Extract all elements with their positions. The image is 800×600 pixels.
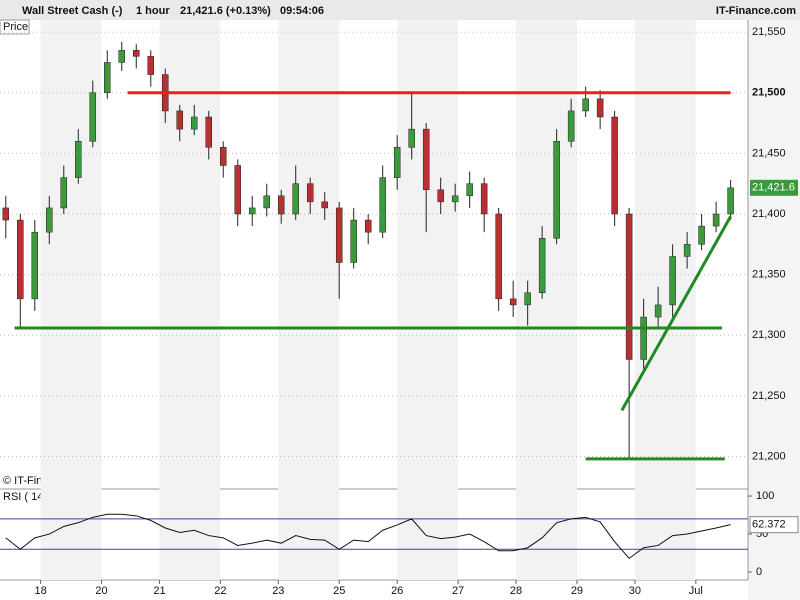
trend-line: [620, 215, 732, 412]
candle-body: [190, 116, 198, 130]
candle-body: [147, 56, 155, 75]
x-tick-label: Jul: [689, 585, 703, 597]
candle-body: [524, 292, 531, 306]
candle-body: [596, 98, 604, 118]
candle-body: [219, 147, 227, 166]
header-bar: [0, 0, 800, 20]
last-rsi-box: [749, 516, 799, 534]
y-tick-label: 21,300: [752, 329, 786, 341]
last-rsi: 62.372: [752, 519, 786, 531]
candle-body: [104, 62, 111, 93]
x-tick-label: 20: [95, 585, 107, 597]
candle-body: [46, 207, 53, 233]
candle-body: [17, 219, 24, 300]
price-label: Price: [3, 21, 28, 33]
day-band: [278, 20, 340, 580]
day-band: [397, 20, 459, 580]
quote: 21,421.6 (+0.13%): [180, 5, 271, 17]
candle-body: [393, 147, 401, 178]
candle-body: [451, 195, 459, 203]
symbol: Wall Street Cash (-): [22, 5, 123, 17]
candle-body: [567, 110, 575, 142]
candle-body: [176, 110, 184, 130]
y-tick-label: 100: [756, 490, 774, 502]
y-tick-label: 21,200: [752, 450, 786, 462]
candle-body: [654, 304, 662, 318]
candle-body: [509, 298, 517, 306]
candle-body: [712, 213, 720, 227]
candle-body: [306, 183, 314, 203]
candle-body: [350, 219, 357, 263]
candle-body: [364, 219, 372, 233]
price-tag: [0, 19, 30, 35]
candle-body: [669, 256, 676, 306]
candle-body: [683, 244, 691, 257]
x-tick-label: 22: [214, 585, 226, 597]
candle-body: [553, 140, 560, 239]
candle-body: [625, 213, 633, 360]
last-price-box: [750, 179, 798, 196]
candle-body: [698, 225, 705, 245]
timeframe: 1 hour: [136, 5, 170, 17]
candle-body: [495, 213, 502, 300]
day-band: [159, 20, 221, 580]
candle-body: [133, 50, 140, 57]
candle-body: [292, 183, 299, 215]
candle-body: [408, 128, 415, 148]
candle-body: [335, 207, 343, 263]
last-price: 21,421.6: [752, 182, 795, 194]
x-tick-label: 26: [391, 585, 403, 597]
brand: IT-Finance.com: [716, 5, 796, 17]
y-tick-label: 21,350: [752, 269, 786, 281]
x-tick-label: 23: [272, 585, 284, 597]
x-tick-label: 29: [571, 585, 583, 597]
candle-body: [118, 50, 126, 63]
candle-body: [437, 189, 444, 203]
x-tick-label: 21: [153, 585, 165, 597]
candle-body: [2, 207, 10, 221]
candle-body: [89, 92, 97, 142]
candle-body: [379, 177, 386, 233]
candle-body: [422, 128, 430, 190]
x-tick-label: 27: [452, 585, 464, 597]
candle-body: [480, 183, 488, 215]
candle-body: [538, 237, 546, 294]
y-tick-label: 21,250: [752, 390, 786, 402]
candle-body: [234, 165, 241, 215]
y-tick-label: 0: [756, 566, 762, 578]
rsi-line: [5, 513, 731, 560]
time: 09:54:06: [280, 5, 324, 17]
candle-body: [31, 231, 39, 300]
candle-body: [466, 183, 473, 197]
day-band: [634, 20, 696, 580]
rsi-title: RSI ( 14): [3, 491, 47, 503]
y-tick-label: 21,550: [752, 26, 786, 38]
candle-body: [321, 201, 328, 209]
candle-body: [277, 195, 285, 215]
candle-body: [611, 116, 618, 215]
candle-body: [205, 116, 212, 148]
x-tick-label: 28: [510, 585, 522, 597]
candle-body: [727, 187, 734, 215]
x-tick-label: 25: [333, 585, 345, 597]
y-tick-label: 21,500: [752, 87, 786, 99]
x-tick-label: 18: [34, 585, 46, 597]
candle-body: [60, 177, 68, 209]
y-tick-label: 21,400: [752, 208, 786, 220]
candle-body: [248, 207, 256, 215]
candle-body: [75, 140, 82, 178]
axis-bg: [748, 20, 800, 600]
candle-body: [263, 195, 270, 209]
y-tick-label: 21,450: [752, 147, 786, 159]
candle-body: [640, 316, 647, 360]
candle-body: [582, 98, 589, 112]
x-tick-label: 30: [629, 585, 641, 597]
